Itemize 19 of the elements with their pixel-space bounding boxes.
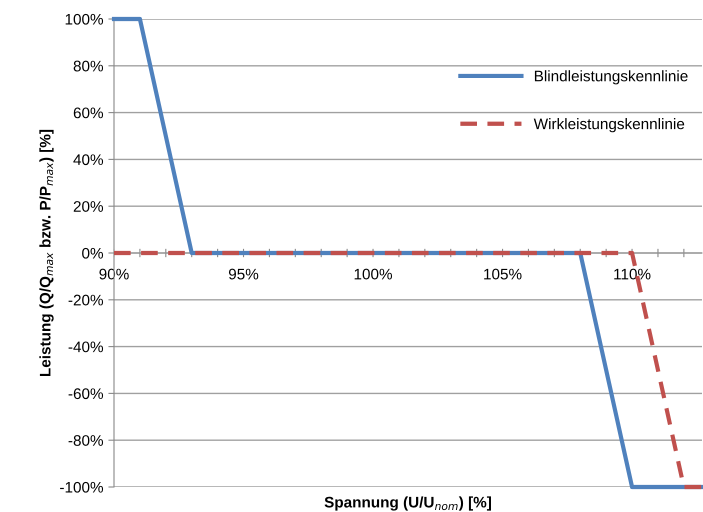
y-tick-label: 40% — [73, 154, 104, 166]
x-tick-label: 110% — [614, 268, 650, 280]
y-axis-title: Leistung (Q/Q$_{max}$ bzw. P/P$_{max}$) [%] — [39, 130, 54, 376]
y-tick-label: 80% — [74, 60, 104, 72]
y-tick-label: 20% — [74, 201, 104, 212]
y-tick-label: -40% — [68, 341, 104, 352]
y-tick-label: -60% — [68, 388, 104, 400]
legend-label: Wirkleistungskennlinie — [534, 118, 684, 132]
y-tick-label: -20% — [68, 294, 104, 306]
y-tick-label: -80% — [68, 435, 104, 446]
x-tick-label: 95% — [228, 268, 258, 280]
y-tick-label: 100% — [66, 14, 104, 25]
y-tick-label: 60% — [74, 107, 104, 118]
y-tick-label: 0% — [82, 248, 104, 259]
x-tick-label: 100% — [354, 268, 392, 280]
legend-label: Blindleistungskennlinie — [534, 70, 688, 84]
y-tick-label: -100% — [60, 482, 104, 493]
x-axis-title: Spannung (U/U$_{nom}$) [%] — [324, 496, 491, 511]
x-tick-label: 105% — [484, 268, 522, 280]
